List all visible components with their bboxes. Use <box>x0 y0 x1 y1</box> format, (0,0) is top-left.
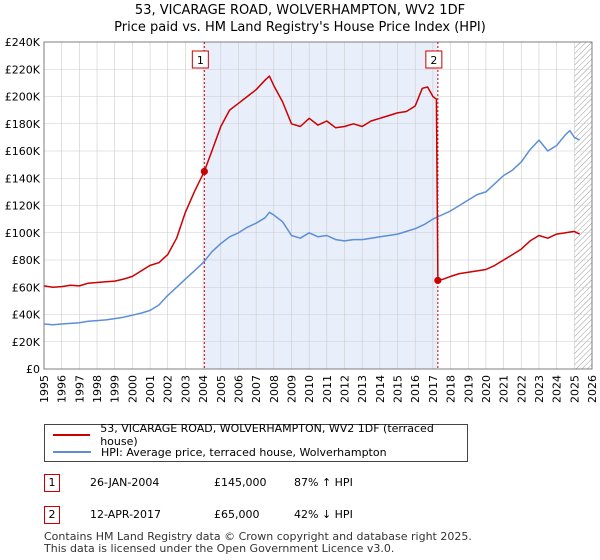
y-tick-label: £80K <box>12 254 41 267</box>
legend-swatch-hpi <box>53 451 91 453</box>
y-tick-label: £40K <box>12 309 41 322</box>
x-tick-label: 2025 <box>568 375 581 403</box>
footer-attribution: Contains HM Land Registry data © Crown c… <box>44 531 472 555</box>
x-tick-label: 2010 <box>303 375 316 403</box>
transaction-number-badge: 2 <box>44 506 60 524</box>
transaction-point <box>434 276 442 285</box>
y-tick-label: £140K <box>5 172 41 185</box>
y-tick-label: £160K <box>5 145 41 158</box>
chart-title: 53, VICARAGE ROAD, WOLVERHAMPTON, WV2 1D… <box>134 3 466 18</box>
x-tick-label: 2024 <box>551 375 564 403</box>
x-tick-label: 2004 <box>197 375 210 403</box>
x-tick-label: 2007 <box>250 375 263 403</box>
y-tick-label: £20K <box>12 336 41 349</box>
y-tick-label: £220K <box>5 63 41 76</box>
transaction-point <box>200 167 208 176</box>
transaction-chart-badge <box>425 50 443 69</box>
transaction-date: 12-APR-2017 <box>90 508 162 521</box>
x-tick-label: 1996 <box>56 375 69 403</box>
hpi-line <box>43 129 580 326</box>
x-tick-label: 2026 <box>586 375 599 403</box>
x-tick-label: 2015 <box>392 375 405 403</box>
x-tick-label: 1999 <box>109 375 122 403</box>
x-tick-label: 2019 <box>462 375 475 403</box>
x-tick-label: 2005 <box>215 375 228 403</box>
price-chart: £0 £20K £40K £60K £80K £100K £120K £140K £160K £1… <box>5 36 599 403</box>
x-tick-label: 2014 <box>374 375 387 403</box>
legend-swatch-property <box>53 434 91 436</box>
transaction-price: £145,000 <box>214 476 267 489</box>
x-tick-label: 2013 <box>356 375 369 403</box>
legend-label-property: 53, VICARAGE ROAD, WOLVERHAMPTON, WV2 1D… <box>100 422 434 448</box>
x-tick-label: 2016 <box>409 375 422 403</box>
x-tick-label: 1997 <box>73 375 86 403</box>
x-tick-label: 2020 <box>480 375 493 403</box>
x-tick-label: 2003 <box>179 375 192 403</box>
y-tick-label: £180K <box>5 118 41 131</box>
y-tick-label: £120K <box>5 200 41 213</box>
x-tick-label: 2022 <box>515 375 528 403</box>
y-tick-label: £100K <box>5 227 41 240</box>
x-tick-label: 2018 <box>445 375 458 403</box>
transaction-hpi-change: 87% ↑ HPI <box>294 476 353 489</box>
x-tick-label: 2006 <box>232 375 245 403</box>
footer-line-1: Contains HM Land Registry data © Crown c… <box>44 530 472 543</box>
plot-border <box>43 41 593 370</box>
x-tick-label: 2011 <box>321 375 334 403</box>
x-tick-label: 1998 <box>91 375 104 403</box>
legend-item-property: 53, VICARAGE ROAD, WOLVERHAMPTON, WV2 1D… <box>53 422 467 448</box>
x-tick-label: 2023 <box>533 375 546 403</box>
x-tick-label: 2021 <box>498 375 511 403</box>
footer-line-2: This data is licensed under the Open Gov… <box>44 542 395 555</box>
transaction-chart-badge-label: 2 <box>430 54 437 67</box>
transaction-price: £65,000 <box>214 508 260 521</box>
transaction-date: 26-JAN-2004 <box>90 476 160 489</box>
chart-subtitle: Price paid vs. HM Land Registry's House … <box>114 20 486 35</box>
transaction-chart-badge <box>191 50 209 69</box>
y-tick-label: £200K <box>5 91 41 104</box>
x-tick-label: 2000 <box>126 375 139 403</box>
x-tick-label: 2009 <box>285 375 298 403</box>
legend-label-hpi: HPI: Average price, terraced house, Wolv… <box>101 445 387 459</box>
x-tick-label: 2008 <box>268 375 281 403</box>
legend-item-hpi: HPI: Average price, terraced house, Wolv… <box>53 444 387 460</box>
transaction-hpi-change: 42% ↓ HPI <box>294 508 353 521</box>
transaction-number-badge: 1 <box>44 474 60 492</box>
y-tick-label: £0 <box>26 363 40 376</box>
x-tick-label: 2001 <box>144 375 157 403</box>
transaction-chart-badge-label: 1 <box>197 54 204 67</box>
y-tick-label: £240K <box>5 36 41 49</box>
legend: 53, VICARAGE ROAD, WOLVERHAMPTON, WV2 1D… <box>44 422 468 462</box>
x-tick-label: 2002 <box>162 375 175 403</box>
x-tick-label: 1995 <box>38 375 51 403</box>
x-tick-label: 2017 <box>427 375 440 403</box>
property-price-line <box>43 75 580 289</box>
x-tick-label: 2012 <box>339 375 352 403</box>
y-tick-label: £60K <box>12 281 41 294</box>
